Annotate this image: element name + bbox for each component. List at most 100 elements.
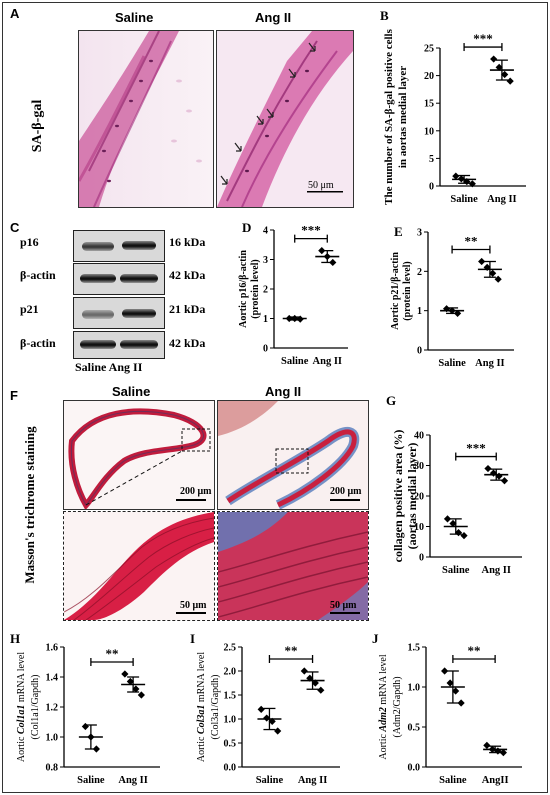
- data-point: [311, 679, 319, 687]
- chart-j-adm2: J 0.0 0.5 1.0 1.5 Saline AngII Aortic Adm2 mRNA…: [372, 631, 522, 786]
- data-point: [329, 258, 337, 267]
- data-point: [87, 733, 95, 741]
- data-point: [489, 469, 498, 477]
- y-axis-label-2: (protein level): [402, 261, 413, 321]
- micrograph-sa-gal-angii: [216, 30, 354, 208]
- blot-lane-labels: Saline Ang II: [75, 360, 143, 374]
- y-tick-label: 0.0: [224, 763, 237, 774]
- blot-kda-actin-2: 42 kDa: [169, 336, 206, 350]
- y-axis-label: collagen positive area (%): [391, 430, 405, 563]
- x-tick-label: Saline: [256, 775, 284, 786]
- y-tick-label: 1.0: [224, 715, 237, 726]
- band: [80, 340, 116, 349]
- panel-a-row-label: SA-β-gal: [30, 99, 45, 153]
- data-point: [263, 714, 271, 722]
- y-tick-label: 15: [424, 99, 434, 110]
- y-tick-label: 10: [424, 126, 434, 137]
- band: [82, 242, 114, 251]
- y-tick-label: 0.5: [224, 739, 237, 750]
- panel-f-scale-bottom-left: 50 μm: [180, 600, 207, 611]
- data-point: [446, 679, 454, 687]
- data-point: [81, 722, 89, 731]
- x-tick-label: Saline: [438, 358, 466, 369]
- significance-stars: **: [468, 643, 481, 658]
- data-point: [126, 677, 134, 686]
- data-point: [506, 77, 514, 85]
- data-point: [452, 687, 460, 695]
- data-point: [478, 257, 486, 266]
- data-point: [137, 691, 145, 699]
- y-tick-label: 20: [414, 492, 424, 503]
- panel-f-scale-top-right: 200 μm: [330, 486, 362, 497]
- y-tick-label: 0: [419, 553, 424, 564]
- y-tick-label: 2: [263, 285, 268, 296]
- y-tick-label: 1.6: [46, 643, 59, 654]
- y-tick-label: 1.2: [46, 703, 59, 714]
- panel-j-letter: J: [372, 631, 379, 646]
- blot-label-actin-1: β-actin: [20, 268, 56, 282]
- chart-h-col1a1: H 0.8 1.0 1.2 1.4 1.6 Saline Ang II Aortic Col1a…: [10, 631, 160, 786]
- data-point: [274, 727, 282, 735]
- panel-b-letter: B: [380, 8, 389, 23]
- blot-kda-p21: 21 kDa: [169, 302, 206, 316]
- panel-f-saline-header: Saline: [112, 384, 151, 399]
- micrograph-sa-gal-saline: [78, 30, 214, 208]
- panel-e-letter: E: [394, 224, 403, 239]
- chart-g-collagen: G 0 10 20 30 40 Saline Ang II collagen positive …: [386, 393, 522, 576]
- band: [122, 309, 156, 318]
- y-tick-label: 0: [417, 346, 422, 357]
- data-point: [495, 472, 503, 480]
- micrograph-masson-angii-high: [217, 511, 369, 621]
- panel-f-scale-top-left: 200 μm: [180, 486, 212, 497]
- blot-kda-actin-1: 42 kDa: [169, 268, 206, 282]
- panel-a-saline-header: Saline: [115, 10, 154, 25]
- blot-actin-2: [73, 331, 165, 359]
- micrograph-masson-angii-low: [217, 400, 369, 510]
- y-tick-label: 1.5: [224, 691, 237, 702]
- y-axis-label: Aortic Adm2 mRNA level: [378, 654, 389, 759]
- panel-d-letter: D: [242, 220, 251, 235]
- panel-a-angii-header: Ang II: [255, 10, 292, 25]
- data-point: [318, 247, 326, 255]
- y-axis-label-2: (protein level): [250, 259, 261, 319]
- y-tick-label: 10: [414, 522, 424, 533]
- y-tick-label: 3: [417, 228, 422, 239]
- micrograph-masson-saline-low: [63, 400, 215, 510]
- chart-e-p21: E 0 1 2 3 Saline Ang II Aortic p21/β-actin (prot…: [390, 224, 514, 369]
- chart-i-col3a1: I 0.0 0.5 1.0 1.5 2.0 2.5 Saline Ang II Aortic Co…: [190, 631, 340, 786]
- blot-p16: [73, 230, 165, 262]
- panel-f-row-label: Masson's trichrome staining: [22, 426, 37, 584]
- x-tick-label: Ang II: [118, 775, 147, 786]
- y-tick-label: 1: [417, 306, 422, 317]
- panel-f-angii-header: Ang II: [265, 384, 302, 399]
- y-tick-label: 0.8: [46, 763, 59, 774]
- data-point: [323, 252, 331, 261]
- data-point: [488, 745, 496, 753]
- y-tick-label: 4: [263, 226, 268, 237]
- y-axis-label-2: (Adm2/Gapdh): [392, 676, 403, 737]
- micrograph-masson-saline-high: [63, 511, 215, 621]
- blot-label-p21: p21: [20, 302, 39, 316]
- y-tick-label: 0: [429, 182, 434, 193]
- x-tick-label: Saline: [77, 775, 105, 786]
- data-point: [443, 515, 452, 523]
- band: [80, 274, 116, 283]
- y-tick-label: 2.0: [224, 667, 237, 678]
- data-point: [257, 705, 265, 713]
- panel-h-letter: H: [10, 631, 20, 646]
- y-axis-label: Aortic p21/β-actin: [390, 252, 401, 330]
- panel-i-letter: I: [190, 631, 195, 646]
- blot-p21: [73, 297, 165, 329]
- data-point: [484, 464, 492, 473]
- significance-stars: **: [465, 234, 478, 249]
- x-tick-label: Ang II: [481, 565, 510, 576]
- x-tick-label: Saline: [281, 356, 309, 367]
- significance-stars: **: [106, 646, 119, 661]
- chart-d-p16: D 0 1 2 3 4 Saline Ang II Aortic p16/β-actin (pro…: [238, 220, 348, 367]
- data-point: [495, 63, 503, 71]
- x-tick-label: Ang II: [313, 356, 342, 367]
- y-tick-label: 3: [263, 255, 268, 266]
- panel-a-letter: A: [10, 6, 20, 21]
- band: [120, 274, 158, 283]
